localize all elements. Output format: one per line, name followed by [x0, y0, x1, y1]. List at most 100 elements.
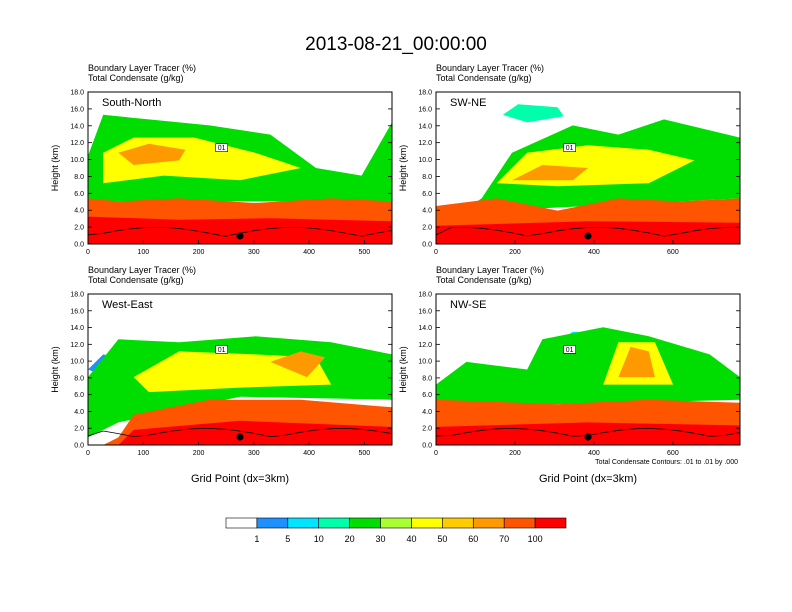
- field-region-2: [118, 143, 186, 165]
- y-tick-label: 16.0: [418, 308, 432, 315]
- y-tick-label: 6.0: [74, 191, 84, 198]
- x-tick-label: 500: [359, 249, 371, 256]
- y-tick-label: 4.0: [422, 409, 432, 416]
- y-tick-label: 18.0: [70, 90, 84, 97]
- y-tick-label: 14.0: [70, 325, 84, 332]
- tracer-field: [88, 114, 392, 244]
- field-region-4: [88, 216, 392, 244]
- location-marker: [584, 232, 592, 240]
- x-tick-label: 400: [303, 249, 315, 256]
- field-region-3: [512, 165, 588, 181]
- subtitle-condensate: Total Condensate (g/kg): [88, 275, 184, 285]
- y-tick-label: 16.0: [70, 308, 84, 315]
- colorbar-label: 60: [468, 534, 478, 544]
- x-tick-label: 100: [137, 249, 149, 256]
- y-tick-label: 18.0: [70, 292, 84, 299]
- y-tick-label: 10.0: [70, 157, 84, 164]
- panel-label: West-East: [102, 299, 153, 311]
- colorbar-swatch-2: [287, 517, 320, 529]
- contour-label-box: [563, 143, 576, 152]
- subtitle-tracer: Boundary Layer Tracer (%): [436, 63, 544, 73]
- x-tick-label: 0: [86, 450, 90, 457]
- panel-label: South-North: [102, 97, 161, 109]
- y-axis-label: Height (km): [50, 145, 60, 192]
- colorbar-swatch-1: [256, 517, 289, 529]
- y-tick-label: 16.0: [418, 106, 432, 113]
- panel-nw-se: Boundary Layer Tracer (%)Total Condensat…: [398, 265, 741, 485]
- colorbar-label: 20: [345, 534, 355, 544]
- y-tick-label: 12.0: [70, 140, 84, 147]
- x-tick-label: 400: [303, 450, 315, 457]
- location-marker: [584, 433, 592, 441]
- x-axis-label: Grid Point (dx=3km): [191, 473, 289, 485]
- colorbar-swatch-10: [534, 517, 567, 529]
- x-axis-label: Grid Point (dx=3km): [539, 473, 637, 485]
- y-tick-label: 4.0: [74, 409, 84, 416]
- contour-label-box: [563, 345, 576, 354]
- colorbar-label: 70: [499, 534, 509, 544]
- panel-label: NW-SE: [450, 299, 486, 311]
- field-region-3: [270, 351, 326, 378]
- y-tick-label: 2.0: [74, 426, 84, 433]
- x-tick-label: 300: [248, 450, 260, 457]
- x-tick-label: 0: [434, 450, 438, 457]
- y-axis-label: Height (km): [398, 145, 408, 192]
- field-region-3: [618, 346, 655, 378]
- y-tick-label: 4.0: [74, 208, 84, 215]
- contour-label-box: [215, 143, 228, 152]
- x-tick-label: 400: [588, 450, 600, 457]
- x-tick-label: 400: [588, 249, 600, 256]
- panel-south-north: Boundary Layer Tracer (%)Total Condensat…: [50, 63, 393, 256]
- contour-note: Total Condensate Contours: .01 to .01 by…: [595, 459, 738, 466]
- subtitle-tracer: Boundary Layer Tracer (%): [436, 265, 544, 275]
- colorbar-swatch-6: [411, 517, 443, 529]
- colorbar-swatch-0: [225, 517, 258, 529]
- y-tick-label: 8.0: [74, 174, 84, 181]
- y-tick-label: 0.0: [74, 443, 84, 450]
- colorbar-label: 50: [437, 534, 447, 544]
- x-tick-label: 200: [509, 249, 521, 256]
- colorbar-label: 30: [376, 534, 386, 544]
- y-tick-label: 0.0: [422, 242, 432, 249]
- y-tick-label: 18.0: [418, 292, 432, 299]
- colorbar-swatch-9: [503, 517, 536, 529]
- y-tick-label: 0.0: [422, 443, 432, 450]
- y-tick-label: 14.0: [418, 325, 432, 332]
- subtitle-condensate: Total Condensate (g/kg): [436, 73, 532, 83]
- tracer-field: [436, 104, 740, 244]
- y-axis-label: Height (km): [398, 346, 408, 393]
- subtitle-tracer: Boundary Layer Tracer (%): [88, 63, 196, 73]
- x-tick-label: 500: [359, 450, 371, 457]
- x-tick-label: 100: [137, 450, 149, 457]
- y-tick-label: 8.0: [74, 375, 84, 382]
- field-region-5: [118, 420, 392, 445]
- x-tick-label: 0: [86, 249, 90, 256]
- y-tick-label: 6.0: [422, 191, 432, 198]
- plot-frame: [87, 293, 393, 446]
- contour-label-box: [215, 345, 228, 354]
- colorbar-swatch-7: [442, 517, 474, 529]
- y-tick-label: 0.0: [74, 242, 84, 249]
- panel-sw-ne: Boundary Layer Tracer (%)Total Condensat…: [398, 63, 741, 256]
- colorbar-label: 10: [314, 534, 324, 544]
- y-tick-label: 4.0: [422, 208, 432, 215]
- contour-label: 01: [218, 145, 226, 152]
- colorbar-swatch-4: [349, 517, 381, 529]
- location-marker: [236, 232, 244, 240]
- y-tick-label: 12.0: [418, 140, 432, 147]
- y-tick-label: 14.0: [418, 123, 432, 130]
- y-tick-label: 8.0: [422, 174, 432, 181]
- contour-label: 01: [566, 347, 574, 354]
- x-tick-label: 300: [248, 249, 260, 256]
- colorbar-swatch-5: [380, 517, 412, 529]
- colorbar-label: 100: [528, 534, 543, 544]
- y-tick-label: 12.0: [418, 342, 432, 349]
- subtitle-condensate: Total Condensate (g/kg): [436, 275, 532, 285]
- contour-label: 01: [218, 347, 226, 354]
- y-tick-label: 18.0: [418, 90, 432, 97]
- field-region-1: [436, 327, 740, 408]
- contour-label: 01: [566, 145, 574, 152]
- location-marker: [236, 433, 244, 441]
- tracer-field: [88, 336, 392, 445]
